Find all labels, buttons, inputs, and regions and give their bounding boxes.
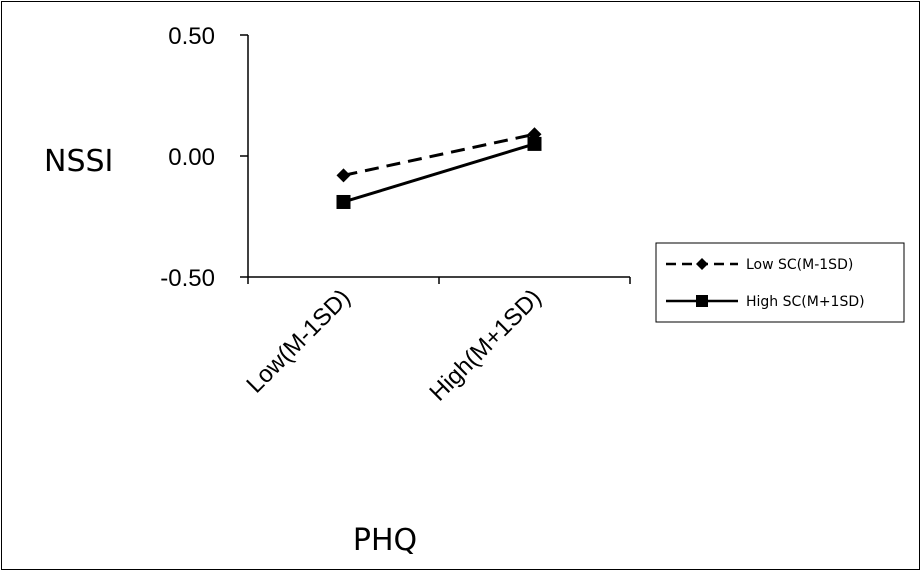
series-layer — [336, 127, 542, 209]
legend-marker-2 — [696, 295, 708, 307]
series-line-1 — [343, 132, 535, 177]
y-tick-label: -0.50 — [160, 265, 215, 292]
series-2-point — [527, 136, 542, 151]
y-tick-label: 0.50 — [168, 23, 215, 50]
legend-marker-1 — [696, 258, 708, 270]
x-ticks: Low(M-1SD) High(M+1SD) — [241, 277, 631, 407]
legend: Low SC(M-1SD) High SC(M+1SD) — [655, 242, 905, 323]
series-1-point — [336, 168, 351, 183]
y-axis-title: NSSI — [44, 144, 113, 179]
y-tick-label: 0.00 — [168, 144, 215, 171]
legend-label-1: Low SC(M-1SD) — [746, 257, 853, 273]
series-line-2 — [343, 142, 535, 204]
legend-label-2: High SC(M+1SD) — [746, 294, 865, 310]
legend-box — [655, 242, 905, 323]
x-category-label: High(M+1SD) — [424, 284, 546, 406]
legend-items: Low SC(M-1SD) High SC(M+1SD) — [666, 257, 865, 310]
series-2-point — [336, 194, 351, 209]
x-category-label: Low(M-1SD) — [241, 284, 355, 398]
y-ticks: 0.50 0.00 -0.50 — [160, 23, 248, 292]
x-axis-title: PHQ — [353, 523, 417, 558]
